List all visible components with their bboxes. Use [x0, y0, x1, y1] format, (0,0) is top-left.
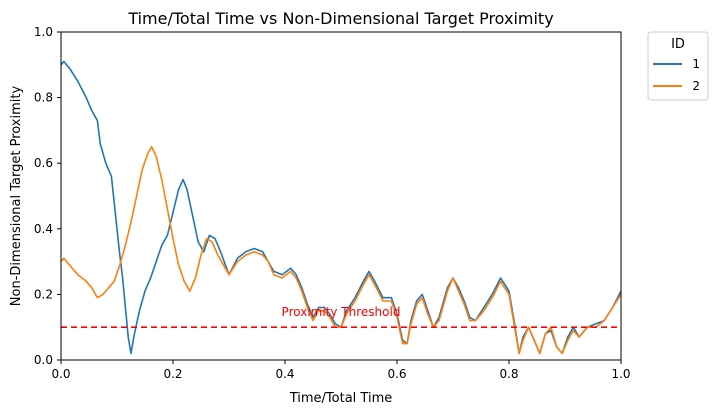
legend-title: ID — [671, 37, 685, 52]
x-tick-label: 1.0 — [611, 367, 630, 381]
legend-label-1: 1 — [692, 57, 700, 71]
y-tick-label: 0.8 — [34, 91, 53, 105]
legend-box — [647, 31, 709, 101]
x-tick-label: 0.8 — [499, 367, 518, 381]
y-tick-label: 0.4 — [34, 222, 53, 236]
plot-area: Proximity Threshold — [60, 60, 622, 355]
y-tick-label: 0.0 — [34, 353, 53, 367]
y-axis-label: Non-Dimensional Target Proximity — [9, 86, 24, 307]
x-axis-label: Time/Total Time — [289, 391, 393, 406]
axis-ticks: 0.0 0.2 0.4 0.6 0.8 1.0 0.0 0.2 0.4 0.6 0.8 1.0 — [34, 25, 631, 381]
y-tick-label: 0.2 — [34, 287, 53, 301]
threshold-label: Proximity Threshold — [282, 305, 401, 319]
y-tick-label: 1.0 — [34, 25, 53, 39]
legend: ID 1 2 — [647, 31, 709, 101]
x-tick-label: 0.0 — [51, 367, 70, 381]
x-tick-label: 0.2 — [163, 367, 182, 381]
x-tick-label: 0.4 — [275, 367, 294, 381]
plot-frame — [60, 31, 622, 361]
x-tick-label: 0.6 — [387, 367, 406, 381]
chart-title: Time/Total Time vs Non-Dimensional Targe… — [127, 9, 553, 28]
legend-label-2: 2 — [692, 79, 700, 93]
y-tick-label: 0.6 — [34, 156, 53, 170]
